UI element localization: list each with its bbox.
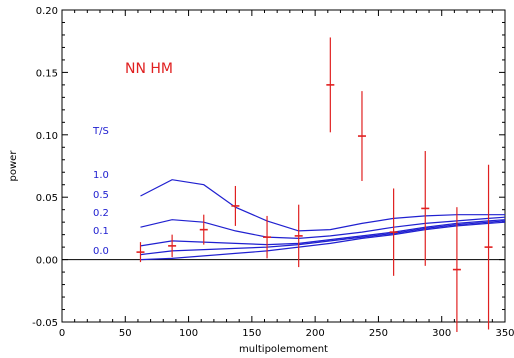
x-tick-label: 250 [369,328,388,339]
model-curve-1-0 [140,179,505,232]
y-tick-label: -0.05 [32,318,58,329]
x-tick-label: 100 [179,328,198,339]
y-tick-label: 0.20 [36,6,58,17]
model-curve-0-5 [140,216,506,240]
ts-value-label: 1.0 [93,170,109,181]
ts-value-label: 0.0 [93,246,109,257]
model-curve-0-1 [140,220,506,256]
data-points [136,37,493,332]
x-axis-ticks: 0 50 100 150 200 250 300 350 [59,10,514,339]
ts-header-label: T/S [92,126,109,137]
x-tick-label: 300 [432,328,451,339]
y-tick-label: 0.00 [36,256,58,267]
y-tick-label: 0.05 [36,193,58,204]
x-tick-label: 350 [495,328,514,339]
x-tick-label: 200 [306,328,325,339]
plot-frame [61,9,506,323]
ts-value-label: 0.2 [93,208,109,219]
annotations: NN HM T/S 1.0 0.5 0.2 0.1 0.0 [92,61,173,257]
y-tick-label: 0.15 [36,68,58,79]
y-axis-title: power [8,150,19,182]
ts-value-label: 0.1 [93,226,109,237]
y-axis-ticks: -0.05 0.00 0.05 0.10 0.15 0.20 [32,6,505,329]
dataset-label: NN HM [125,61,173,77]
model-curves [140,179,506,261]
x-tick-label: 0 [59,328,65,339]
y-tick-label: 0.10 [36,131,58,142]
x-tick-label: 150 [242,328,261,339]
x-axis-title: multipolemoment [239,344,328,355]
x-tick-label: 50 [119,328,132,339]
ts-value-label: 0.5 [93,190,109,201]
